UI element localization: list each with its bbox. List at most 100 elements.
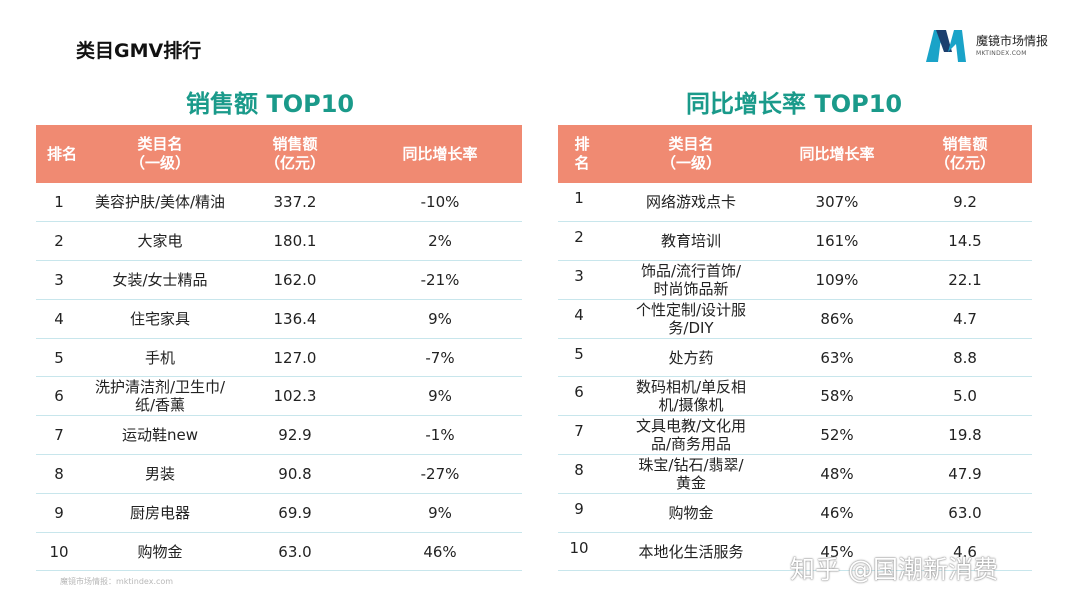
- cell-rank: 6: [36, 376, 88, 417]
- cell-category: 文具电教/文化用 品/商务用品: [606, 415, 776, 456]
- cell-rank: 7: [558, 415, 606, 456]
- cell-rank: 4: [558, 299, 606, 339]
- cell-category: 教育培训: [606, 221, 776, 262]
- table-row: 7 文具电教/文化用 品/商务用品 52% 19.8: [558, 415, 1032, 456]
- cell-category: 运动鞋new: [88, 415, 232, 456]
- growth-top10-table: 排 名 类目名 （一级） 同比增长率 销售额 （亿元） 1 网络游戏点卡 307% 9…: [558, 125, 1032, 572]
- cell-rank: 3: [558, 260, 606, 300]
- cell-growth: -1%: [358, 415, 522, 456]
- cell-category: 手机: [88, 338, 232, 378]
- table-row: 9 购物金 46% 63.0: [558, 493, 1032, 533]
- cell-growth: 48%: [776, 454, 898, 494]
- cell-category: 女装/女士精品: [88, 260, 232, 300]
- table-row: 7 运动鞋new 92.9 -1%: [36, 415, 522, 456]
- header-category: 类目名 （一级）: [606, 125, 776, 183]
- cell-sales: 162.0: [232, 260, 358, 300]
- table-row: 5 手机 127.0 -7%: [36, 338, 522, 378]
- cell-rank: 10: [558, 532, 606, 572]
- header-rank: 排名: [36, 125, 88, 183]
- table-row: 9 厨房电器 69.9 9%: [36, 493, 522, 533]
- table-header-row: 排 名 类目名 （一级） 同比增长率 销售额 （亿元）: [558, 125, 1032, 183]
- cell-sales: 4.7: [898, 299, 1032, 339]
- cell-growth: -7%: [358, 338, 522, 378]
- cell-sales: 4.6: [898, 532, 1032, 572]
- cell-category: 住宅家具: [88, 299, 232, 339]
- cell-rank: 7: [36, 415, 88, 456]
- cell-growth: 63%: [776, 338, 898, 378]
- sales-top10-table: 排名 类目名 （一级） 销售额 （亿元） 同比增长率 1 美容护肤/美体/精油 33…: [36, 125, 522, 572]
- cell-sales: 337.2: [232, 183, 358, 223]
- cell-category: 购物金: [606, 493, 776, 533]
- sales-top10-title: 销售额 TOP10: [186, 90, 355, 118]
- growth-top10-title: 同比增长率 TOP10: [686, 90, 903, 118]
- cell-category: 购物金: [88, 532, 232, 572]
- cell-rank: 5: [36, 338, 88, 378]
- cell-sales: 5.0: [898, 376, 1032, 417]
- cell-sales: 8.8: [898, 338, 1032, 378]
- cell-category: 珠宝/钻石/翡翠/ 黄金: [606, 454, 776, 494]
- cell-category: 洗护清洁剂/卫生巾/ 纸/香薰: [88, 376, 232, 417]
- table-row: 10 购物金 63.0 46%: [36, 532, 522, 572]
- header-sales: 销售额 （亿元）: [898, 125, 1032, 183]
- cell-category: 本地化生活服务: [606, 532, 776, 572]
- header-category: 类目名 （一级）: [88, 125, 232, 183]
- cell-rank: 9: [558, 493, 606, 533]
- cell-sales: 63.0: [232, 532, 358, 572]
- cell-rank: 2: [558, 221, 606, 262]
- table-row: 10 本地化生活服务 45% 4.6: [558, 532, 1032, 572]
- cell-rank: 8: [558, 454, 606, 494]
- cell-sales: 19.8: [898, 415, 1032, 456]
- cell-sales: 63.0: [898, 493, 1032, 533]
- cell-category: 饰品/流行首饰/ 时尚饰品新: [606, 260, 776, 300]
- cell-rank: 5: [558, 338, 606, 378]
- cell-growth: 9%: [358, 376, 522, 417]
- table-row: 4 个性定制/设计服 务/DIY 86% 4.7: [558, 299, 1032, 339]
- cell-growth: 86%: [776, 299, 898, 339]
- cell-growth: -21%: [358, 260, 522, 300]
- cell-rank: 1: [36, 183, 88, 223]
- source-note: 魔镜市场情报：mktindex.com: [60, 577, 174, 586]
- cell-sales: 47.9: [898, 454, 1032, 494]
- cell-growth: 46%: [776, 493, 898, 533]
- table-row: 6 数码相机/单反相 机/摄像机 58% 5.0: [558, 376, 1032, 417]
- cell-sales: 14.5: [898, 221, 1032, 262]
- cell-category: 男装: [88, 454, 232, 494]
- table-row: 8 男装 90.8 -27%: [36, 454, 522, 494]
- cell-growth: 52%: [776, 415, 898, 456]
- header-growth: 同比增长率: [358, 125, 522, 183]
- table-row: 8 珠宝/钻石/翡翠/ 黄金 48% 47.9: [558, 454, 1032, 494]
- table-row: 4 住宅家具 136.4 9%: [36, 299, 522, 339]
- table-row: 3 饰品/流行首饰/ 时尚饰品新 109% 22.1: [558, 260, 1032, 300]
- cell-growth: 2%: [358, 221, 522, 262]
- cell-rank: 2: [36, 221, 88, 262]
- table-row: 2 教育培训 161% 14.5: [558, 221, 1032, 262]
- table-row: 5 处方药 63% 8.8: [558, 338, 1032, 378]
- page-title: 类目GMV排行: [76, 40, 202, 62]
- table-row: 1 网络游戏点卡 307% 9.2: [558, 183, 1032, 223]
- cell-growth: 45%: [776, 532, 898, 572]
- cell-rank: 8: [36, 454, 88, 494]
- table-row: 6 洗护清洁剂/卫生巾/ 纸/香薰 102.3 9%: [36, 376, 522, 417]
- table-header-row: 排名 类目名 （一级） 销售额 （亿元） 同比增长率: [36, 125, 522, 183]
- cell-growth: 58%: [776, 376, 898, 417]
- cell-category: 网络游戏点卡: [606, 183, 776, 223]
- cell-sales: 92.9: [232, 415, 358, 456]
- cell-sales: 9.2: [898, 183, 1032, 223]
- cell-rank: 4: [36, 299, 88, 339]
- cell-sales: 22.1: [898, 260, 1032, 300]
- cell-rank: 10: [36, 532, 88, 572]
- cell-category: 厨房电器: [88, 493, 232, 533]
- cell-category: 数码相机/单反相 机/摄像机: [606, 376, 776, 417]
- cell-sales: 127.0: [232, 338, 358, 378]
- cell-category: 个性定制/设计服 务/DIY: [606, 299, 776, 339]
- header-sales: 销售额 （亿元）: [232, 125, 358, 183]
- logo-m-icon: [926, 30, 966, 62]
- header-rank: 排 名: [558, 125, 606, 183]
- logo: 魔镜市场情报 MKTINDEX.COM: [924, 26, 1054, 66]
- cell-category: 美容护肤/美体/精油: [88, 183, 232, 223]
- logo-name: 魔镜市场情报: [976, 34, 1049, 48]
- cell-growth: -27%: [358, 454, 522, 494]
- watermark: 知乎 @国潮新消费: [790, 555, 998, 584]
- cell-sales: 180.1: [232, 221, 358, 262]
- cell-growth: 109%: [776, 260, 898, 300]
